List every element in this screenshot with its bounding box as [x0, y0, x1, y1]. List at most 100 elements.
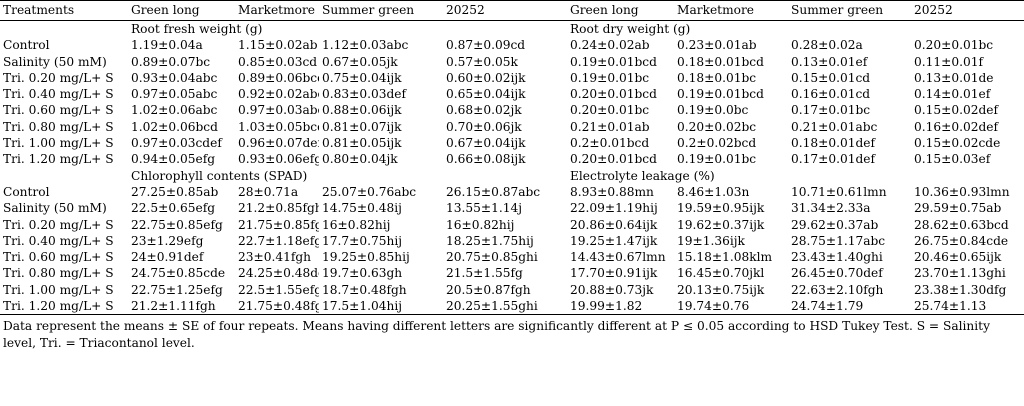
table-cell: 21.75±0.48fgh	[235, 298, 319, 316]
section-title: Electrolyte leakage (%)	[570, 168, 715, 183]
table-row: Tri. 0.20 mg/L+ S 0.93±0.04abc 0.89±0.06bc…	[0, 70, 1024, 86]
table-cell: 0.80±0.04jk	[322, 152, 398, 167]
table-cell: 24.74±1.79	[788, 298, 911, 316]
table-cell: 0.85±0.03cd	[238, 54, 318, 69]
column-header: Green long	[567, 0, 674, 21]
column-header: 20252	[911, 0, 1024, 21]
table-cell: 8.93±0.88mn	[570, 184, 654, 199]
treatment-label: Tri. 0.20 mg/L+ S	[3, 70, 114, 85]
table-cell: 0.28±0.02a	[791, 38, 863, 53]
table-cell: 18.7±0.48fgh	[322, 282, 407, 297]
table-cell: 1.02±0.06abc	[131, 103, 218, 118]
treatment-label: Tri. 0.80 mg/L+ S	[3, 266, 114, 281]
treatment-label: Tri. 0.40 mg/L+ S	[3, 233, 114, 248]
table-cell: 0.21±0.01abc	[791, 119, 878, 134]
table-row: Tri. 0.60 mg/L+ S 1.02±0.06abc 0.97±0.03ab…	[0, 102, 1024, 118]
table-cell: 20.25±1.55ghi	[443, 298, 567, 316]
table-cell: 20.88±0.73jk	[570, 282, 654, 297]
table-cell: 21.75±0.85fgh	[238, 217, 319, 232]
table-row: Control 1.19±0.04a 1.15±0.02ab 1.12±0.03abc…	[0, 37, 1024, 53]
table-cell: 25.74±1.13	[911, 298, 1024, 316]
table-cell: 23.43±1.40ghi	[791, 250, 883, 265]
table-cell: 0.19±0.01bc	[677, 152, 757, 167]
section-title: Chlorophyll contents (SPAD)	[131, 168, 308, 183]
table-cell: 26.45±0.70def	[791, 266, 883, 281]
table-cell: 1.12±0.03abc	[322, 38, 409, 53]
table-cell: 21.2±1.11fgh	[128, 298, 235, 316]
table-header: Treatments Green long Marketmore Summer gre…	[0, 0, 1024, 21]
table-cell: 0.21±0.01ab	[570, 119, 650, 134]
table-cell: 0.87±0.09cd	[446, 38, 526, 53]
table-cell: 19.59±0.95ijk	[677, 201, 765, 216]
table-cell: 0.17±0.01bc	[791, 103, 871, 118]
table-cell: 0.67±0.04ijk	[446, 136, 526, 151]
table-cell: 0.19±0.01bc	[570, 70, 650, 85]
section-title-row: Chlorophyll contents (SPAD) Electrolyte l…	[0, 168, 1024, 184]
table-cell: 21.2±0.85fgh	[238, 201, 319, 216]
empty-cell	[0, 21, 128, 38]
table-cell: 0.19±0.01bcd	[677, 87, 764, 102]
table-cell: 19.62±0.37ijk	[677, 217, 765, 232]
table-cell: 0.23±0.01ab	[677, 38, 757, 53]
table-cell: 0.68±0.02jk	[446, 103, 522, 118]
treatment-label: Control	[3, 38, 50, 53]
table-cell: 20.5±0.87fgh	[446, 282, 531, 297]
section-title-row: Root fresh weight (g) Root dry weight (g)	[0, 21, 1024, 38]
table-row: Tri. 1.20 mg/L+ S 21.2±1.11fgh 21.75±0.48f…	[0, 298, 1024, 316]
empty-cell	[0, 168, 128, 184]
treatment-label: Tri. 0.60 mg/L+ S	[3, 250, 114, 265]
column-header: Summer green	[788, 0, 911, 21]
table-cell: 0.18±0.01def	[791, 136, 876, 151]
table-cell: 26.75±0.84cde	[914, 233, 1009, 248]
column-header: Summer green	[319, 0, 443, 21]
table-cell: 0.97±0.05abc	[131, 87, 218, 102]
table-cell: 0.75±0.04ijk	[322, 70, 402, 85]
treatment-label: Control	[3, 184, 50, 199]
table-cell: 0.65±0.04ijk	[446, 87, 526, 102]
table-cell: 0.20±0.01bcd	[570, 87, 657, 102]
table-cell: 10.71±0.61lmn	[791, 184, 887, 199]
table-cell: 13.55±1.14j	[446, 201, 523, 216]
table-cell: 0.13±0.01de	[914, 70, 994, 85]
treatment-label: Tri. 0.80 mg/L+ S	[3, 119, 114, 134]
table-cell: 19.74±0.76	[674, 298, 788, 316]
column-header: Marketmore	[235, 0, 319, 21]
table-cell: 20.86±0.64ijk	[570, 217, 658, 232]
table-cell: 22.09±1.19hij	[570, 201, 658, 216]
treatment-label: Tri. 0.60 mg/L+ S	[3, 103, 114, 118]
table-cell: 20.46±0.65ijk	[914, 250, 1002, 265]
table-cell: 0.81±0.05ijk	[322, 136, 402, 151]
table-cell: 0.66±0.08ijk	[446, 152, 526, 167]
table-cell: 19.99±1.82	[567, 298, 674, 316]
table-row: Tri. 1.20 mg/L+ S 0.94±0.05efg 0.93±0.06ef…	[0, 151, 1024, 167]
table-cell: 0.15±0.02cde	[914, 136, 1001, 151]
table-cell: 19.7±0.63gh	[322, 266, 403, 281]
table-row: Salinity (50 mM) 0.89±0.07bc 0.85±0.03cd 0.…	[0, 54, 1024, 70]
table-cell: 0.88±0.06ijk	[322, 103, 402, 118]
column-header: 20252	[443, 0, 567, 21]
table-cell: 0.20±0.01bcd	[570, 152, 657, 167]
table-cell: 0.97±0.03cdef	[131, 136, 222, 151]
table-cell: 0.16±0.02def	[914, 119, 999, 134]
table-cell: 26.15±0.87abc	[446, 184, 541, 199]
table-cell: 28.75±1.17abc	[791, 233, 886, 248]
data-table: Treatments Green long Marketmore Summer gre…	[0, 0, 1024, 316]
treatment-label: Salinity (50 mM)	[3, 201, 107, 216]
table-cell: 20.75±0.85ghi	[446, 250, 538, 265]
table-cell: 0.92±0.02abc	[238, 87, 319, 102]
table-cell: 14.43±0.67lmn	[570, 250, 666, 265]
table-cell: 0.15±0.03ef	[914, 152, 991, 167]
table-cell: 0.93±0.06efg	[238, 152, 319, 167]
treatment-label: Tri. 0.40 mg/L+ S	[3, 87, 114, 102]
treatment-label: Tri. 1.00 mg/L+ S	[3, 136, 114, 151]
table-cell: 24.25±0.48def	[238, 266, 319, 281]
table-cell: 0.60±0.02ijk	[446, 70, 526, 85]
column-header: Marketmore	[674, 0, 788, 21]
table-cell: 0.11±0.01f	[914, 54, 983, 69]
table-row: Tri. 1.00 mg/L+ S 22.75±1.25efg 22.5±1.55e…	[0, 282, 1024, 298]
table-row: Tri. 0.40 mg/L+ S 0.97±0.05abc 0.92±0.02ab…	[0, 86, 1024, 102]
table-cell: 0.19±0.01bcd	[570, 54, 657, 69]
table-cell: 17.70±0.91ijk	[570, 266, 658, 281]
table-cell: 17.7±0.75hij	[322, 233, 403, 248]
table-cell: 0.19±0.0bc	[677, 103, 749, 118]
